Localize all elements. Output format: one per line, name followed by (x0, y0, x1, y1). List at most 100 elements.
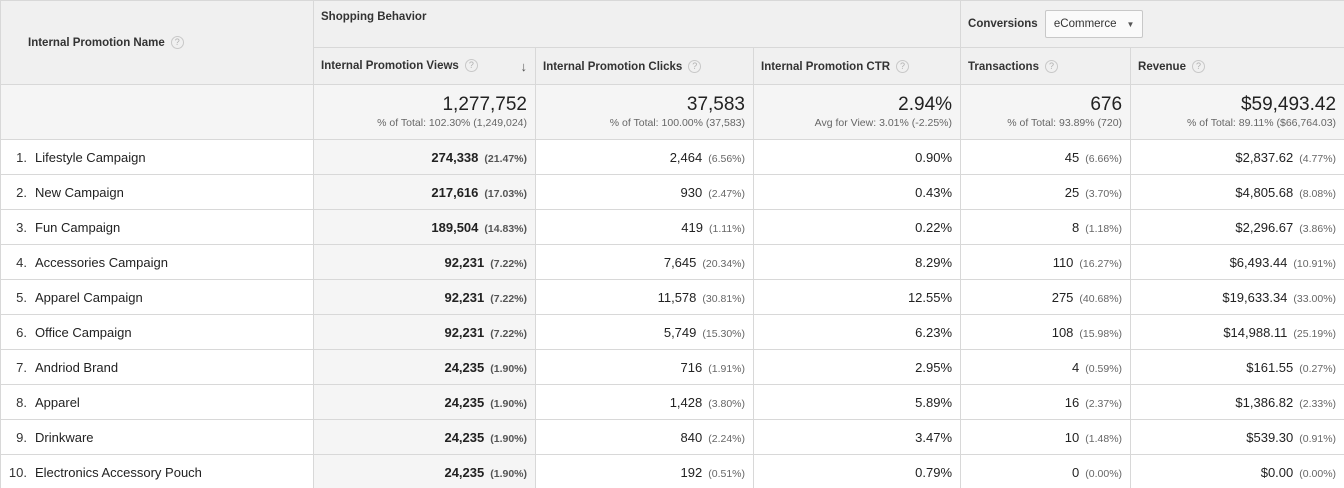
help-icon[interactable]: ? (464, 58, 478, 72)
clicks-cell: 7,645 (20.34%) (535, 244, 754, 280)
revenue-cell: $4,805.68 (8.08%) (1130, 174, 1344, 210)
column-header-label: Internal Promotion CTR (761, 60, 891, 73)
views-percent: (1.90%) (490, 467, 527, 480)
views-cell: 217,616 (17.03%) (313, 174, 536, 210)
revenue-cell: $1,386.82 (2.33%) (1130, 384, 1344, 420)
table-row: 6. Office Campaign 92,231 (7.22%) 5,749 (15.3… (0, 314, 1344, 350)
table-body: 1. Lifestyle Campaign 274,338 (21.47%) 2,464… (0, 139, 1344, 488)
total-subtext: % of Total: 102.30% (1,249,024) (377, 117, 527, 129)
row-index: 10. (8, 464, 27, 480)
help-icon[interactable]: ? (688, 59, 702, 73)
ctr-value: 8.29% (915, 254, 953, 270)
conversions-select-value: eCommerce (1053, 18, 1117, 30)
promotion-name-link[interactable]: New Campaign (35, 184, 124, 200)
column-header-label: Transactions (968, 60, 1039, 73)
transactions-cell: 275 (40.68%) (960, 279, 1132, 315)
help-icon[interactable]: ? (1044, 59, 1058, 73)
revenue-cell: $2,837.62 (4.77%) (1130, 139, 1344, 175)
conversions-select[interactable]: eCommerce ▼ (1044, 10, 1144, 38)
total-value: 1,277,752 (442, 94, 527, 115)
clicks-percent: (20.34%) (702, 257, 745, 270)
views-value: 217,616 (431, 184, 479, 200)
column-header-ctr[interactable]: Internal Promotion CTR? (752, 47, 962, 85)
total-revenue-cell: $59,493.42 % of Total: 89.11% ($66,764.03… (1130, 84, 1344, 140)
revenue-value: $14,988.11 (1223, 324, 1288, 340)
total-subtext: Avg for View: 3.01% (-2.25%) (814, 117, 953, 129)
table-row: 7. Andriod Brand 24,235 (1.90%) 716 (1.91%) 2.… (0, 349, 1344, 385)
help-icon[interactable]: ? (1191, 59, 1205, 73)
revenue-percent: (25.19%) (1293, 327, 1337, 340)
revenue-value: $19,633.34 (1222, 289, 1288, 305)
revenue-cell: $6,493.44 (10.91%) (1130, 244, 1344, 280)
ctr-cell: 12.55% (752, 279, 962, 315)
ctr-value: 0.90% (915, 149, 953, 165)
views-cell: 24,235 (1.90%) (313, 454, 536, 488)
promotion-name-link[interactable]: Apparel Campaign (35, 289, 143, 305)
transactions-value: 25 (1064, 184, 1080, 200)
transactions-cell: 4 (0.59%) (960, 349, 1132, 385)
row-index: 7. (16, 359, 27, 375)
transactions-value: 8 (1072, 219, 1080, 235)
promotion-name-link[interactable]: Apparel (35, 394, 80, 410)
views-cell: 274,338 (21.47%) (313, 139, 536, 175)
promotion-name-link[interactable]: Andriod Brand (35, 359, 119, 375)
transactions-percent: (3.70%) (1085, 187, 1123, 200)
views-percent: (14.83%) (484, 222, 527, 235)
help-icon[interactable]: ? (896, 59, 910, 73)
promotion-name-link[interactable]: Electronics Accessory Pouch (35, 464, 202, 480)
views-cell: 24,235 (1.90%) (313, 384, 536, 420)
revenue-value: $6,493.44 (1229, 254, 1288, 270)
promotion-name-cell: 9. Drinkware (0, 419, 314, 455)
dimension-header[interactable]: Internal Promotion Name? (0, 0, 314, 85)
help-icon[interactable]: ? (170, 36, 184, 49)
promotion-name-link[interactable]: Fun Campaign (35, 219, 121, 235)
revenue-value: $0.00 (1260, 464, 1294, 480)
promotion-name-cell: 10. Electronics Accessory Pouch (0, 454, 314, 488)
caret-down-icon: ▼ (1126, 20, 1135, 29)
ctr-value: 0.79% (915, 464, 953, 480)
clicks-value: 5,749 (663, 324, 697, 340)
promotion-name-cell: 6. Office Campaign (0, 314, 314, 350)
promotion-name-link[interactable]: Drinkware (35, 429, 94, 445)
totals-label-cell (0, 84, 314, 140)
column-header-label: Internal Promotion Clicks (543, 60, 683, 73)
sort-descending-icon[interactable]: ↓ (520, 58, 528, 74)
revenue-percent: (0.27%) (1299, 362, 1337, 375)
conversions-group-header: Conversions eCommerce ▼ (960, 0, 1344, 48)
promotion-name-link[interactable]: Accessories Campaign (35, 254, 168, 270)
total-value: $59,493.42 (1240, 94, 1337, 115)
clicks-value: 840 (680, 429, 703, 445)
row-index: 4. (16, 254, 27, 270)
revenue-percent: (2.33%) (1299, 397, 1337, 410)
transactions-percent: (0.59%) (1085, 362, 1123, 375)
views-percent: (7.22%) (490, 292, 527, 305)
shopping-behavior-group-header: Shopping Behavior (312, 0, 962, 48)
promotion-name-link[interactable]: Office Campaign (35, 324, 132, 340)
transactions-cell: 25 (3.70%) (960, 174, 1132, 210)
clicks-cell: 419 (1.11%) (535, 209, 754, 245)
ctr-cell: 5.89% (752, 384, 962, 420)
clicks-value: 192 (680, 464, 703, 480)
table-row: 8. Apparel 24,235 (1.90%) 1,428 (3.80%) 5.89% 1… (0, 384, 1344, 420)
transactions-cell: 0 (0.00%) (960, 454, 1132, 488)
views-cell: 24,235 (1.90%) (313, 349, 536, 385)
column-header-transactions[interactable]: Transactions? (960, 47, 1132, 85)
revenue-percent: (4.77%) (1299, 152, 1337, 165)
transactions-percent: (1.18%) (1085, 222, 1123, 235)
column-header-clicks[interactable]: Internal Promotion Clicks? (535, 47, 754, 85)
transactions-value: 4 (1072, 359, 1080, 375)
ctr-value: 2.95% (915, 359, 953, 375)
ctr-cell: 6.23% (752, 314, 962, 350)
total-transactions-cell: 676 % of Total: 93.89% (720) (960, 84, 1132, 140)
column-header-revenue[interactable]: Revenue? (1130, 47, 1344, 85)
revenue-value: $1,386.82 (1235, 394, 1294, 410)
transactions-percent: (6.66%) (1085, 152, 1123, 165)
ctr-cell: 0.22% (752, 209, 962, 245)
column-header-views[interactable]: Internal Promotion Views? ↓ (313, 47, 536, 85)
views-percent: (1.90%) (490, 397, 527, 410)
transactions-value: 0 (1072, 464, 1080, 480)
clicks-percent: (6.56%) (708, 152, 745, 165)
table-row: 4. Accessories Campaign 92,231 (7.22%) 7,645… (0, 244, 1344, 280)
promotion-name-link[interactable]: Lifestyle Campaign (35, 149, 146, 165)
views-value: 92,231 (444, 289, 485, 305)
